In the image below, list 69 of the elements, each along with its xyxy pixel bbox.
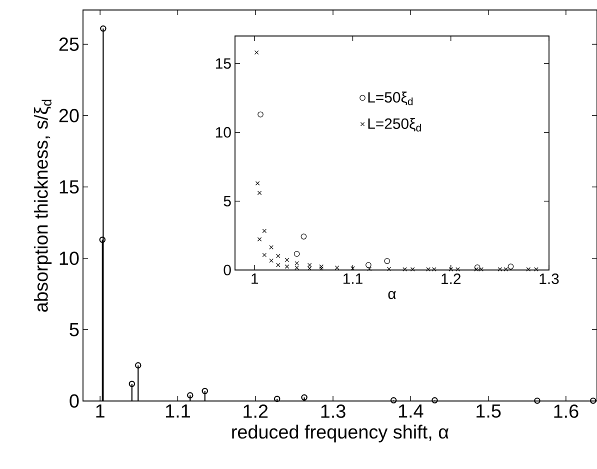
- x-tick-label: 1.6: [554, 404, 578, 418]
- legend-label: L=50ξ$_{d}$: [368, 92, 413, 106]
- point: [456, 267, 460, 272]
- point: [269, 245, 274, 250]
- point: [254, 50, 259, 55]
- point: [432, 397, 438, 404]
- y-tick-label: 0: [224, 264, 231, 276]
- x-tick-label: 1.4: [398, 404, 424, 418]
- point: [128, 380, 136, 388]
- point: [319, 264, 324, 269]
- point: [294, 251, 300, 257]
- y-tick-label: 25: [59, 38, 79, 51]
- point: [448, 267, 454, 272]
- point: [402, 267, 407, 272]
- point: [187, 392, 194, 398]
- x-tick-label: 1: [252, 274, 258, 284]
- point: [99, 236, 106, 243]
- point: [334, 266, 340, 270]
- point: [258, 112, 264, 118]
- point: [262, 252, 267, 258]
- x-tick-label: 1.1: [344, 274, 362, 284]
- point: [284, 264, 290, 269]
- point: [276, 254, 280, 258]
- point: [307, 262, 312, 268]
- point: [366, 262, 372, 268]
- point: [255, 181, 260, 186]
- y-tick-label: 10: [216, 127, 231, 138]
- point: [276, 262, 280, 268]
- point: [526, 267, 531, 272]
- point: [262, 228, 267, 234]
- point: [301, 394, 308, 401]
- point: [386, 266, 392, 272]
- point: [534, 398, 540, 404]
- y-tick-label: 10: [60, 252, 79, 265]
- y-tick-label: 5: [224, 196, 231, 206]
- point: [257, 237, 262, 242]
- y-tick-label: 15: [60, 180, 79, 194]
- point: [367, 266, 372, 272]
- point: [100, 25, 106, 32]
- point: [294, 261, 299, 266]
- point: [319, 266, 324, 271]
- y-axis-title: absorption thickness, s/ξ$_{d}$: [34, 100, 52, 312]
- point: [134, 362, 142, 368]
- point: [534, 267, 538, 272]
- point: [384, 258, 390, 264]
- point: [257, 190, 262, 196]
- point: [274, 396, 280, 402]
- x-tick-label: 1.2: [442, 274, 461, 284]
- x-tick-label: 1: [96, 404, 104, 418]
- point: [284, 258, 290, 262]
- x-tick-label: 1.2: [244, 404, 268, 418]
- x-tick-label: 1.3: [540, 274, 559, 284]
- legend-label: L=250ξ$_{d}$: [368, 118, 421, 132]
- point: [390, 397, 397, 404]
- y-tick-label: 5: [70, 323, 79, 336]
- point: [269, 258, 274, 263]
- y-tick-label: 15: [216, 58, 231, 69]
- x-axis-title: reduced frequency shift, α: [232, 424, 449, 442]
- point: [508, 264, 514, 270]
- y-tick-label: 20: [59, 108, 79, 122]
- x-axis-title: α: [388, 290, 396, 300]
- x-tick-label: 1.3: [321, 404, 346, 418]
- x-tick-label: 1.1: [166, 404, 190, 418]
- point: [300, 234, 307, 240]
- point: [202, 388, 208, 394]
- point: [410, 267, 415, 272]
- point: [294, 266, 299, 270]
- x-tick-label: 1.5: [476, 404, 501, 418]
- y-tick-label: 0: [70, 394, 79, 408]
